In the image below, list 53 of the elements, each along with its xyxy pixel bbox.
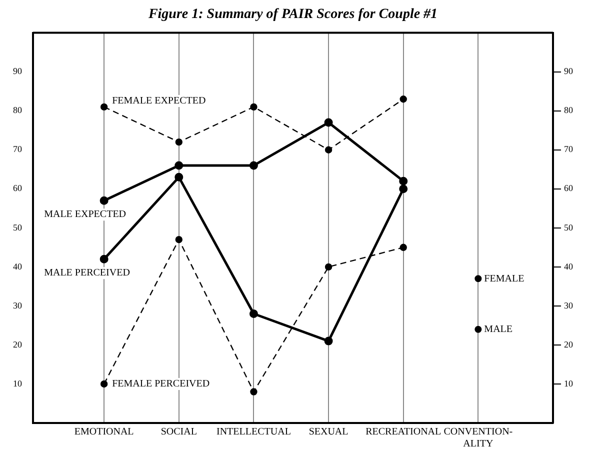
x-tick-label: EMOTIONAL <box>74 426 134 438</box>
series-label: MALE EXPECTED <box>44 209 126 220</box>
series-label: FEMALE PERCEIVED <box>112 378 210 390</box>
point <box>175 236 182 244</box>
point <box>474 326 482 333</box>
y-tick-label: 20 <box>13 339 22 350</box>
y2-tick-label: 40 <box>564 261 574 272</box>
x-tick-label: SEXUAL <box>308 426 348 438</box>
x-tick-label: SOCIAL <box>160 426 197 438</box>
y-tick-label: 10 <box>13 378 22 388</box>
y2-tick-label: 70 <box>564 144 574 154</box>
point <box>175 138 182 146</box>
point <box>100 380 108 388</box>
y-tick-label: 90 <box>13 66 22 76</box>
x-tick-label: CONVENTION- ALITY <box>444 426 513 450</box>
point <box>100 254 108 264</box>
y-tick-label: 60 <box>13 183 22 194</box>
point <box>100 103 108 111</box>
point <box>249 309 258 318</box>
point <box>250 388 258 396</box>
x-tick-label: INTELLECTUAL <box>216 426 291 438</box>
series-label: MALE PERCEIVED <box>44 268 130 279</box>
y2-tick-label: 30 <box>564 300 574 310</box>
series-label: FEMALE EXPECTED <box>112 96 206 107</box>
y2-tick-label: 10 <box>564 378 574 388</box>
y-tick-label: 70 <box>13 144 22 154</box>
series-label: MALE <box>484 324 513 335</box>
point <box>250 103 258 111</box>
y-tick-label: 80 <box>13 105 22 116</box>
point <box>324 263 332 271</box>
point <box>400 244 407 252</box>
point <box>324 336 333 346</box>
point <box>474 275 482 282</box>
y-tick-label: 30 <box>13 300 22 310</box>
y2-tick-label: 90 <box>564 66 574 76</box>
y2-tick-label: 80 <box>564 105 574 116</box>
y2-tick-label: 20 <box>564 339 574 350</box>
x-tick-label: RECREATIONAL <box>366 426 442 438</box>
point <box>399 184 408 194</box>
y2-tick-label: 60 <box>564 183 574 194</box>
point <box>399 176 408 186</box>
point <box>324 118 333 127</box>
y-tick-label: 50 <box>13 222 22 232</box>
y-tick-label: 40 <box>13 261 22 272</box>
chart-title: Figure 1: Summary of PAIR Scores for Couple #1 <box>147 7 438 22</box>
point <box>100 196 108 205</box>
point <box>324 146 332 154</box>
point <box>174 172 184 182</box>
point <box>249 161 258 170</box>
point <box>400 96 407 103</box>
y2-tick-label: 50 <box>564 222 574 232</box>
series-label: FEMALE <box>484 273 524 284</box>
point <box>174 161 184 170</box>
